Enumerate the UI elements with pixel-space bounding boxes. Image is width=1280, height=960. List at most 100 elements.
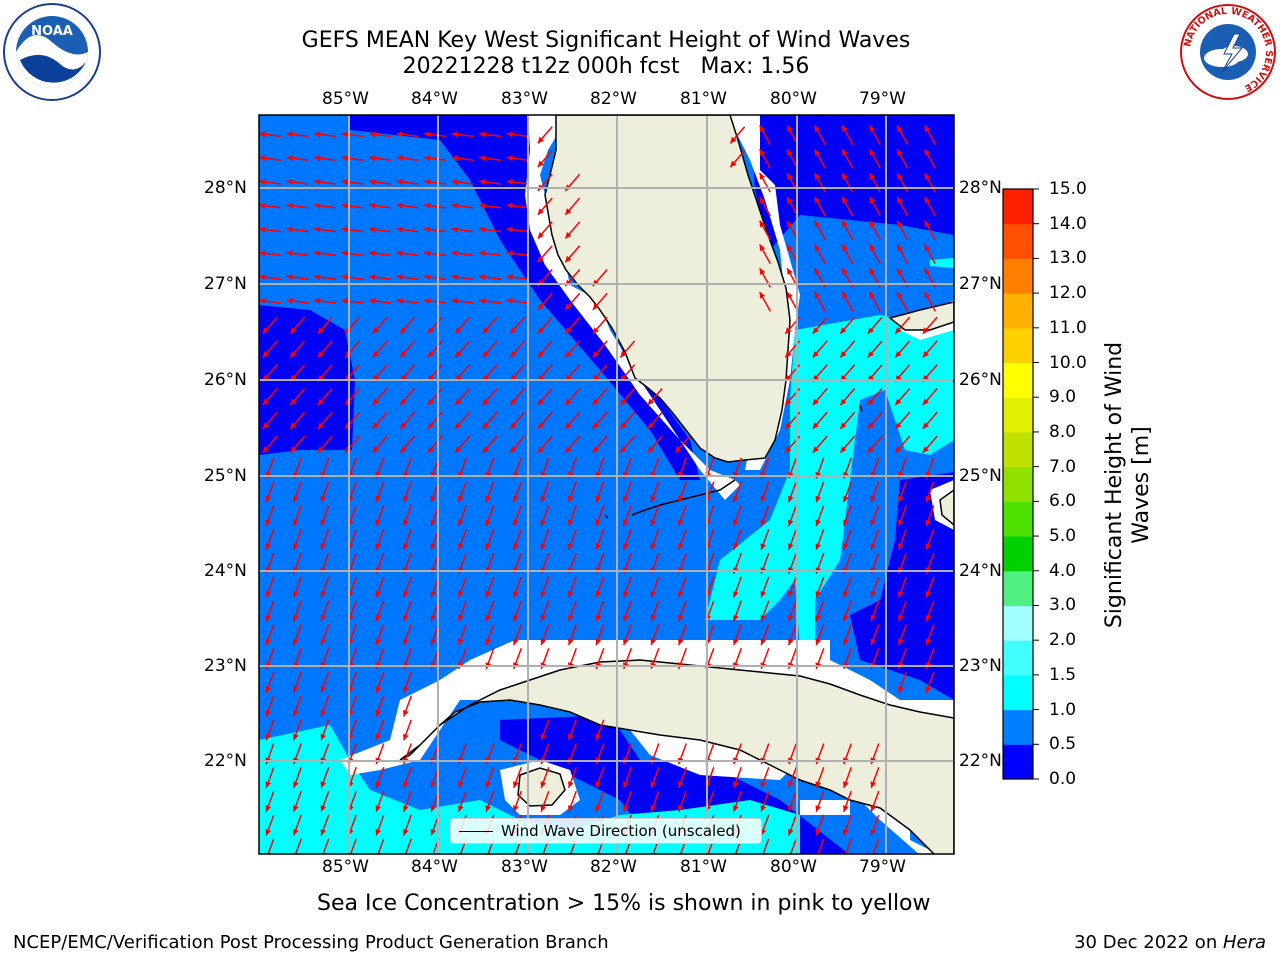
wind-wave-arrow-head bbox=[293, 495, 299, 503]
wind-wave-arrow-head bbox=[259, 298, 266, 304]
wind-wave-arrow bbox=[349, 838, 358, 854]
lat-label: 24°N bbox=[959, 561, 1002, 581]
wind-wave-arrow-head bbox=[375, 590, 382, 598]
wind-wave-arrow-head bbox=[678, 590, 684, 598]
wind-wave-arrow-head bbox=[265, 733, 272, 741]
lat-label: 26°N bbox=[959, 370, 1002, 390]
wind-wave-arrow-head bbox=[265, 781, 272, 788]
wind-wave-arrow-head bbox=[396, 226, 403, 233]
wind-wave-arrow-head bbox=[815, 638, 822, 646]
wind-wave-arrow-head bbox=[788, 590, 794, 598]
wind-wave-arrow-head bbox=[678, 543, 684, 550]
wind-wave-arrow-head bbox=[565, 255, 572, 263]
wind-wave-arrow-head bbox=[759, 292, 766, 299]
wind-wave-arrow-head bbox=[898, 686, 904, 693]
wind-wave-arrow-head bbox=[925, 543, 932, 550]
wind-wave-arrow-head bbox=[870, 638, 877, 646]
wind-wave-arrow-head bbox=[787, 149, 793, 156]
wind-wave-arrow-head bbox=[537, 136, 544, 144]
wind-wave-arrow-head bbox=[843, 781, 849, 788]
wind-wave-arrow-head bbox=[815, 828, 822, 836]
colorbar-band bbox=[1003, 536, 1033, 572]
colorbar-band bbox=[1003, 189, 1033, 225]
wind-wave-arrow-head bbox=[396, 250, 403, 257]
wind-wave-arrow-head bbox=[510, 422, 517, 429]
wind-wave-arrow bbox=[789, 838, 798, 854]
wind-wave-arrow-head bbox=[455, 398, 462, 406]
wind-wave-arrow-head bbox=[506, 155, 513, 162]
wind-wave-arrow-head bbox=[595, 781, 602, 788]
wind-wave-arrow-head bbox=[869, 149, 876, 156]
wind-wave-arrow-head bbox=[650, 614, 657, 622]
wind-wave-arrow-head bbox=[815, 495, 822, 503]
noaa-logo: NOAA bbox=[2, 2, 102, 106]
wind-wave-arrow-head bbox=[843, 805, 849, 812]
wind-wave-arrow-head bbox=[787, 173, 793, 180]
wind-wave-arrow-head bbox=[320, 733, 327, 741]
wind-wave-arrow-head bbox=[375, 519, 382, 527]
wind-wave-arrow-head bbox=[537, 255, 544, 263]
wind-wave-arrow-head bbox=[925, 495, 932, 503]
wind-wave-arrow-head bbox=[485, 543, 492, 550]
wind-wave-arrow bbox=[844, 838, 853, 854]
wind-wave-arrow-head bbox=[424, 131, 431, 138]
wind-wave-arrow-head bbox=[286, 274, 293, 281]
colorbar-tick-label: 3.0 bbox=[1049, 595, 1077, 616]
wind-wave-arrow-head bbox=[458, 519, 464, 527]
wind-wave-arrow-head bbox=[785, 327, 792, 334]
wind-wave-arrow-head bbox=[895, 327, 902, 334]
wind-wave-arrow-head bbox=[897, 196, 903, 204]
wind-wave-arrow-head bbox=[341, 274, 348, 281]
wind-wave-arrow-head bbox=[568, 805, 574, 812]
wind-wave-arrow-head bbox=[451, 202, 458, 209]
wind-wave-arrow-head bbox=[341, 202, 348, 209]
wind-wave-arrow-head bbox=[317, 327, 324, 334]
wind-wave-arrow-head bbox=[565, 398, 572, 406]
wind-wave-arrow-head bbox=[506, 298, 513, 304]
wind-wave-arrow-head bbox=[540, 805, 547, 812]
wind-wave-arrow-head bbox=[760, 805, 767, 812]
wind-wave-arrow-head bbox=[623, 614, 629, 622]
wind-wave-arrow-head bbox=[320, 828, 327, 836]
wind-wave-arrow-head bbox=[898, 590, 904, 598]
wind-wave-arrow-head bbox=[400, 327, 407, 334]
wind-wave-arrow-head bbox=[513, 590, 519, 598]
colorbar-band bbox=[1003, 605, 1033, 641]
wind-wave-arrow-head bbox=[842, 196, 848, 204]
wind-wave-arrow-head bbox=[812, 351, 819, 358]
colorbar-tick-label: 15.0 bbox=[1049, 179, 1087, 199]
wind-wave-arrow-head bbox=[898, 638, 904, 646]
wind-wave-arrow-head bbox=[262, 398, 269, 406]
wind-wave-arrow-head bbox=[372, 351, 379, 358]
wind-wave-arrow-head bbox=[565, 422, 572, 429]
wind-wave-arrow-head bbox=[759, 196, 766, 204]
wind-wave-arrow-head bbox=[265, 614, 272, 622]
wind-wave-arrow-head bbox=[897, 125, 903, 133]
chart-title: GEFS MEAN Key West Significant Height of… bbox=[301, 28, 911, 53]
sea-ice-caption: Sea Ice Concentration > 15% is shown in … bbox=[317, 891, 931, 916]
wind-wave-arrow-head bbox=[265, 519, 272, 527]
wind-wave-arrow-head bbox=[427, 446, 434, 453]
wind-wave-arrow-head bbox=[842, 244, 848, 252]
wind-wave-arrow-head bbox=[424, 250, 431, 257]
wind-wave-arrow-head bbox=[372, 398, 379, 406]
wind-wave-arrow-head bbox=[403, 805, 409, 812]
wind-wave-arrow-head bbox=[430, 638, 437, 646]
wind-wave-arrow-head bbox=[510, 446, 517, 453]
chart-subtitle: 20221228 t12z 000h fcst Max: 1.56 bbox=[402, 54, 810, 79]
wind-wave-arrow-head bbox=[396, 155, 403, 162]
wind-wave-arrow-head bbox=[320, 805, 327, 812]
wind-wave-arrow-head bbox=[262, 446, 269, 453]
wind-wave-arrow-head bbox=[620, 446, 627, 453]
wind-wave-arrow-head bbox=[760, 543, 767, 550]
wind-wave-arrow-head bbox=[403, 686, 409, 693]
wind-wave-arrow-head bbox=[898, 519, 904, 527]
wind-wave-arrow-head bbox=[403, 590, 409, 598]
wind-wave-arrow-head bbox=[513, 543, 519, 550]
wind-wave-arrow-head bbox=[482, 398, 489, 406]
wind-wave-arrow-head bbox=[895, 422, 902, 429]
wind-wave-arrow-head bbox=[485, 495, 492, 503]
wind-wave-arrow-head bbox=[814, 268, 821, 275]
wind-wave-arrow-head bbox=[623, 638, 629, 646]
colorbar-band bbox=[1003, 674, 1033, 711]
